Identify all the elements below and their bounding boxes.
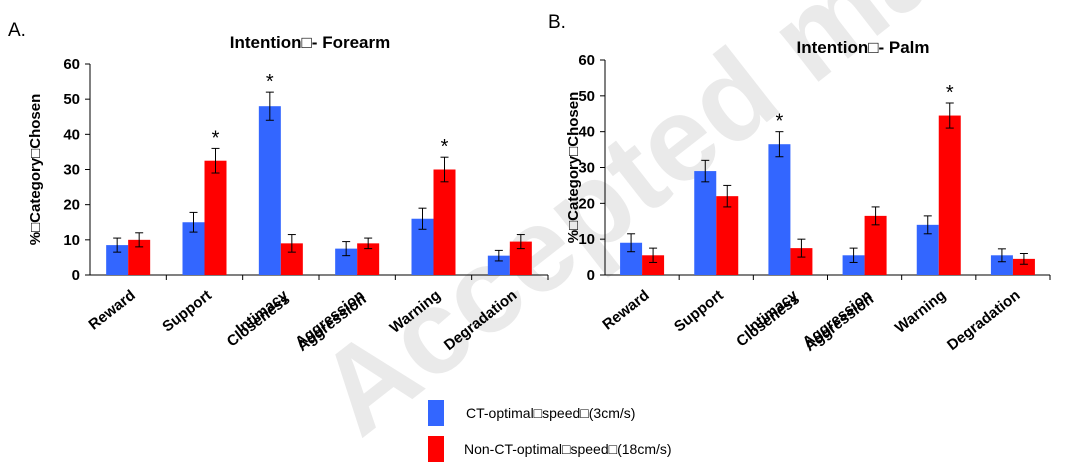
x-tick-label: Reward [599, 287, 652, 334]
legend-label: Non-CT-optimal□speed□(18cm/s) [464, 441, 672, 457]
x-tick-label: Degradation [944, 287, 1023, 354]
chart-title: Intention□- Palm [796, 38, 929, 57]
bar-non-ct-optimal [938, 115, 961, 276]
bar-non-ct-optimal [790, 248, 813, 275]
y-tick-label: 50 [63, 91, 80, 108]
bar-non-ct-optimal [128, 239, 151, 275]
x-tick-label-overlay: Aggression [802, 291, 877, 355]
x-tick-label: Reward [85, 287, 138, 334]
y-tick-label: 30 [63, 162, 80, 179]
significance-star: * [266, 71, 274, 93]
bar-ct-optimal [694, 171, 717, 275]
bar-ct-optimal [768, 144, 791, 275]
bar-ct-optimal [411, 218, 434, 275]
y-axis-label: %□Category□Chosen [27, 94, 44, 245]
y-tick-label: 10 [578, 231, 595, 248]
x-tick-label-overlay: Closeness [733, 291, 803, 351]
y-tick-label: 40 [63, 126, 80, 143]
bar-non-ct-optimal [204, 160, 227, 275]
panel-label: B. [548, 12, 566, 33]
y-tick-label: 0 [72, 267, 80, 284]
bar-non-ct-optimal [642, 255, 665, 275]
y-tick-label: 50 [578, 88, 595, 105]
chart-title: Intention□- Forearm [230, 33, 390, 52]
y-tick-label: 30 [578, 160, 595, 177]
bar-non-ct-optimal [433, 169, 456, 275]
legend-label: CT-optimal□speed□(3cm/s) [466, 405, 635, 421]
legend-swatch-ct-optimal [428, 400, 444, 426]
bar-ct-optimal [842, 255, 865, 275]
bar-non-ct-optimal [1012, 258, 1035, 275]
bar-ct-optimal [487, 255, 510, 275]
x-tick-label-overlay: Closeness [224, 291, 294, 351]
bar-non-ct-optimal [716, 196, 739, 275]
bar-ct-optimal [335, 248, 358, 275]
x-tick-label: Warning [892, 287, 949, 337]
y-tick-label: 60 [63, 56, 80, 73]
bar-non-ct-optimal [864, 215, 887, 275]
y-tick-label: 20 [578, 195, 595, 212]
legend: CT-optimal□speed□(3cm/s) Non-CT-optimal□s… [428, 400, 672, 462]
significance-star: * [776, 111, 784, 133]
y-tick-label: 0 [587, 267, 595, 284]
x-tick-label: Support [159, 287, 215, 336]
bar-ct-optimal [620, 242, 643, 275]
y-tick-label: 20 [63, 197, 80, 214]
bar-ct-optimal [916, 224, 939, 275]
y-tick-label: 10 [63, 232, 80, 249]
y-axis-label: %□Category□Chosen [565, 92, 582, 243]
significance-star: * [441, 136, 449, 158]
bar-non-ct-optimal [357, 243, 380, 275]
panel-label: A. [8, 20, 26, 41]
bar-ct-optimal [990, 255, 1013, 275]
x-tick-label: Support [671, 287, 727, 336]
bar-non-ct-optimal [509, 241, 532, 275]
bar-ct-optimal [182, 222, 205, 275]
bar-ct-optimal [258, 106, 281, 275]
y-tick-label: 60 [578, 52, 595, 69]
bar-ct-optimal [106, 245, 129, 275]
bar-non-ct-optimal [280, 243, 303, 275]
y-tick-label: 40 [578, 124, 595, 141]
significance-star: * [946, 82, 954, 104]
significance-star: * [212, 127, 220, 149]
legend-swatch-non-ct-optimal [428, 436, 444, 462]
